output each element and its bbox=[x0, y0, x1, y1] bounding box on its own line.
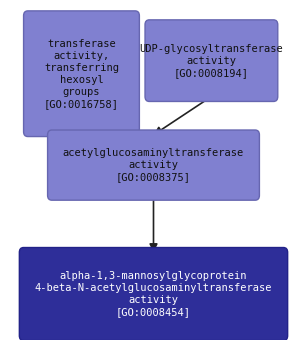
FancyBboxPatch shape bbox=[145, 20, 278, 101]
FancyBboxPatch shape bbox=[48, 130, 259, 200]
Text: transferase
activity,
transferring
hexosyl
groups
[GO:0016758]: transferase activity, transferring hexos… bbox=[44, 39, 119, 109]
Text: alpha-1,3-mannosylglycoprotein
4-beta-N-acetylglucosaminyltransferase
activity
[: alpha-1,3-mannosylglycoprotein 4-beta-N-… bbox=[35, 271, 272, 317]
Text: acetylglucosaminyltransferase
activity
[GO:0008375]: acetylglucosaminyltransferase activity [… bbox=[63, 148, 244, 182]
Text: UDP-glycosyltransferase
activity
[GO:0008194]: UDP-glycosyltransferase activity [GO:000… bbox=[139, 44, 283, 78]
FancyBboxPatch shape bbox=[24, 11, 139, 137]
FancyBboxPatch shape bbox=[19, 248, 288, 340]
